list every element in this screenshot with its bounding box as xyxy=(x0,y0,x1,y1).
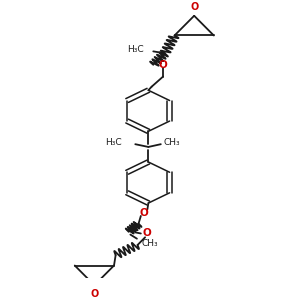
Text: O: O xyxy=(159,60,167,70)
Text: O: O xyxy=(190,2,198,13)
Text: O: O xyxy=(139,208,148,218)
Text: H₃C: H₃C xyxy=(127,46,143,55)
Text: O: O xyxy=(142,229,151,238)
Text: CH₃: CH₃ xyxy=(142,239,158,248)
Text: O: O xyxy=(90,289,98,298)
Text: H₃C: H₃C xyxy=(106,138,122,147)
Text: CH₃: CH₃ xyxy=(163,138,180,147)
